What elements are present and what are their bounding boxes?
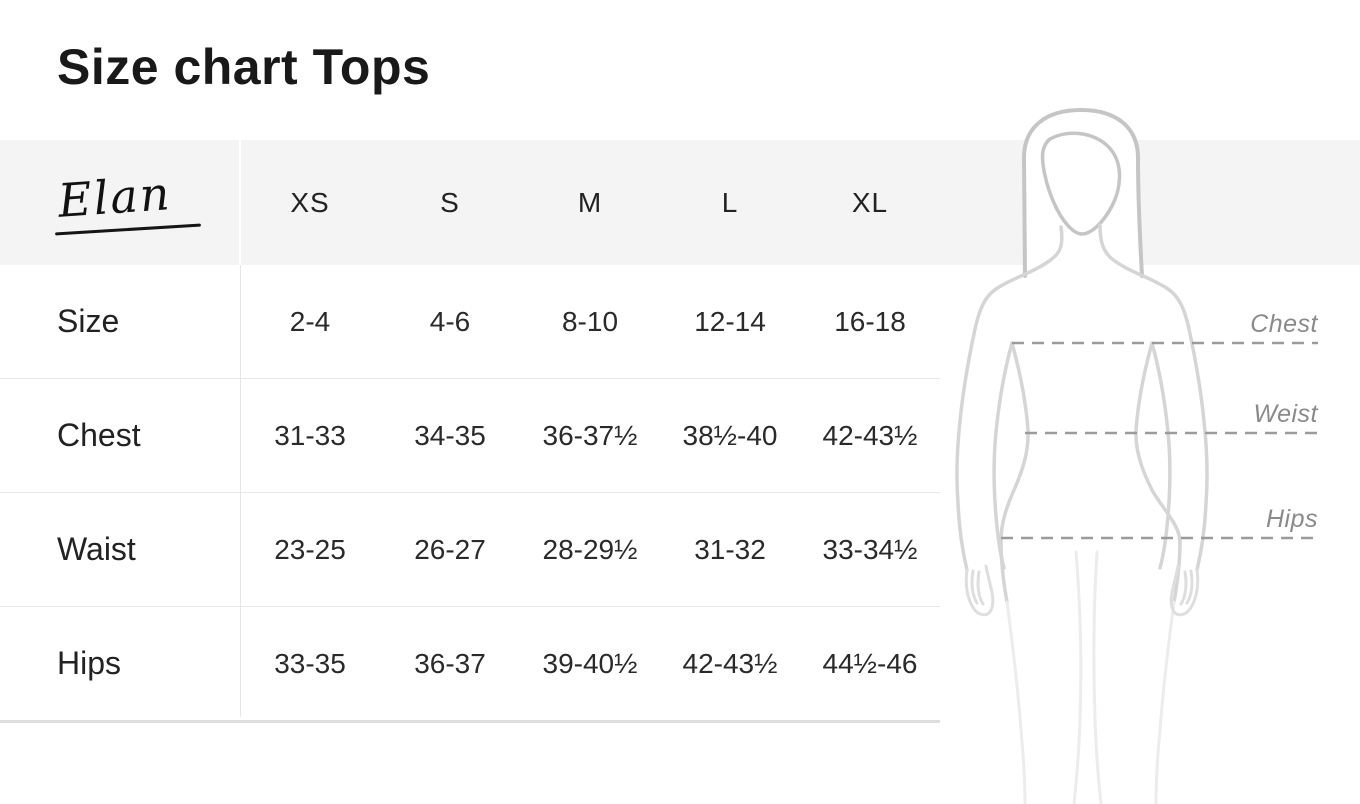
arm-right-inner — [1150, 341, 1172, 570]
figure-label-waist: Weist — [1253, 400, 1318, 428]
figure-label-hips: Hips — [1266, 505, 1318, 533]
waist-value-s: 26-27 — [414, 533, 486, 565]
size-value-xs: 2-4 — [289, 305, 331, 337]
chest-value-l: 38½-40 — [682, 419, 778, 451]
hips-value-s: 36-37 — [414, 647, 486, 679]
size-value-m: 8-10 — [561, 305, 619, 337]
size-table: Elan XS S M L XL Size 2-4 4-6 8-10 12-14… — [0, 140, 940, 723]
row-label-size: Size — [57, 303, 120, 339]
leg-inner-left — [1072, 550, 1083, 804]
size-value-xl: 16-18 — [834, 305, 906, 337]
neck-left-line — [994, 225, 1064, 291]
row-label-waist: Waist — [57, 531, 136, 567]
leg-left-outer — [1005, 600, 1027, 804]
brand-logo: Elan — [56, 166, 174, 228]
table-header-row: Elan XS S M L XL — [0, 140, 940, 265]
column-header-xl: XL — [851, 186, 889, 218]
column-divider-body-segment — [240, 265, 241, 717]
table-row-hips: Hips 33-35 36-37 39-40½ 42-43½ 44½-46 — [0, 606, 940, 720]
hips-value-xs: 33-35 — [274, 647, 346, 679]
hand-right-fingers — [1179, 569, 1194, 606]
arm-right-outer — [1166, 287, 1209, 572]
row-label-hips: Hips — [57, 645, 122, 681]
hair-outline — [1021, 107, 1144, 278]
body-measurement-figure: Chest Weist Hips — [955, 107, 1318, 804]
column-divider-band-segment — [239, 140, 241, 265]
leg-inner-right — [1092, 550, 1103, 804]
face-outline — [1040, 131, 1122, 236]
chest-value-xl: 42-43½ — [822, 419, 918, 451]
hand-left-fingers — [970, 569, 985, 606]
arm-left-outer — [955, 287, 998, 572]
size-value-s: 4-6 — [429, 305, 471, 337]
chest-value-xs: 31-33 — [274, 419, 346, 451]
row-label-chest: Chest — [57, 417, 141, 453]
brand-logo-cell: Elan — [0, 140, 240, 265]
leg-right-outer — [1154, 600, 1176, 804]
waist-value-m: 28-29½ — [542, 533, 638, 565]
table-row-size: Size 2-4 4-6 8-10 12-14 16-18 — [0, 265, 940, 378]
table-row-chest: Chest 31-33 34-35 36-37½ 38½-40 42-43½ — [0, 378, 940, 492]
figure-label-chest: Chest — [1250, 310, 1318, 338]
arm-left-inner — [992, 341, 1014, 570]
torso-left-outline — [999, 341, 1030, 604]
column-header-m: M — [577, 186, 603, 218]
column-header-s: S — [440, 186, 460, 218]
hips-value-xl: 44½-46 — [822, 647, 918, 679]
hips-value-m: 39-40½ — [542, 647, 638, 679]
chest-value-m: 36-37½ — [542, 419, 638, 451]
torso-right-outline — [1134, 341, 1182, 604]
table-row-waist: Waist 23-25 26-27 28-29½ 31-32 33-34½ — [0, 492, 940, 606]
column-header-l: L — [721, 186, 739, 218]
waist-value-l: 31-32 — [694, 533, 766, 565]
waist-value-xs: 23-25 — [274, 533, 346, 565]
chest-value-s: 34-35 — [414, 419, 486, 451]
neck-right-line — [1098, 223, 1170, 291]
page-title: Size chart Tops — [57, 39, 431, 95]
waist-value-xl: 33-34½ — [822, 533, 918, 565]
hips-value-l: 42-43½ — [682, 647, 778, 679]
size-value-l: 12-14 — [694, 305, 766, 337]
hand-right — [1169, 564, 1200, 617]
hand-left — [964, 564, 995, 617]
column-header-xs: XS — [290, 186, 330, 218]
